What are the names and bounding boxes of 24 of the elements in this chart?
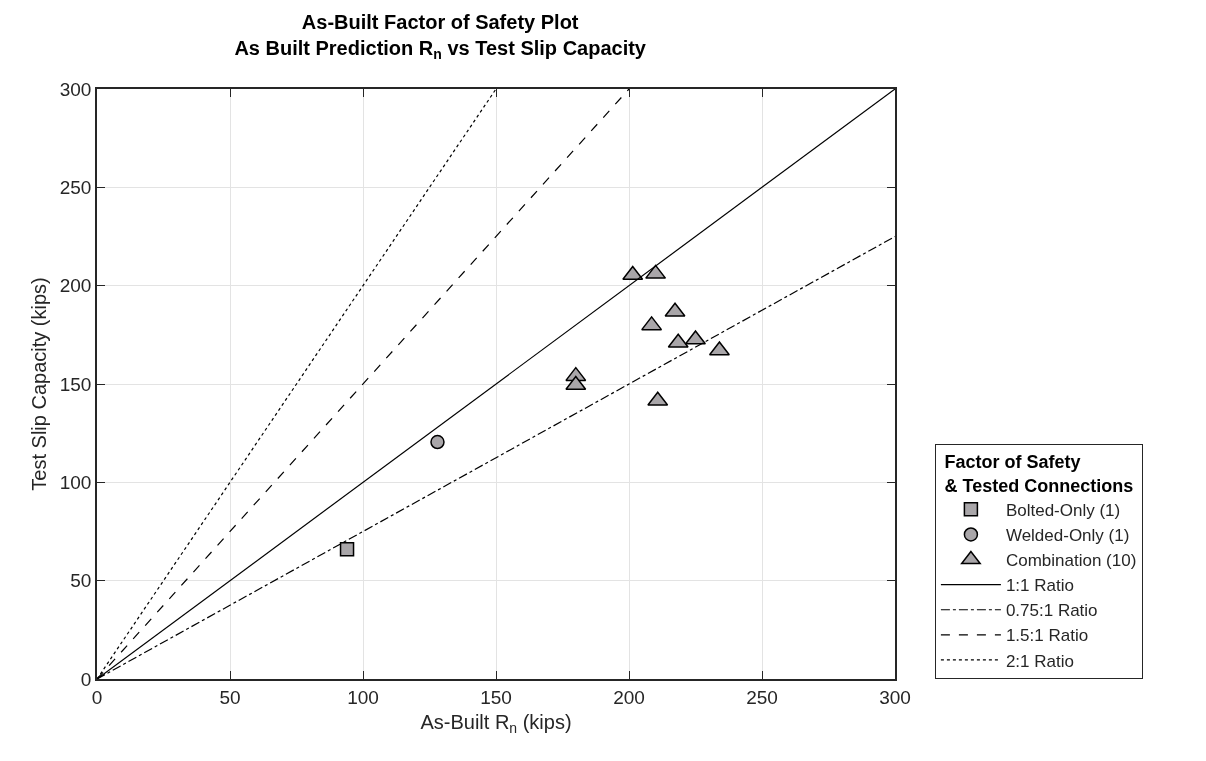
x-axis-title: As-Built R$_{n}$ (kips) <box>420 710 572 736</box>
y-tick-label: 150 <box>59 373 92 395</box>
x-tick-label: 200 <box>613 686 645 708</box>
x-tick-label: 250 <box>746 686 778 708</box>
legend-label: 1:1 Ratio <box>1005 576 1074 596</box>
legend-title: Factor of Safety & Tested Connections <box>944 452 1134 496</box>
x-tick-label: 50 <box>219 686 241 708</box>
legend-label: Combination (10) <box>1005 551 1137 571</box>
chart-title: As-Built Factor of Safety Plot As Built Prediction R$_{n}$ vs Test Slip Capacity <box>234 10 647 63</box>
y-tick-label: 100 <box>59 471 92 493</box>
x-tick-label: 150 <box>480 686 512 708</box>
y-tick-label: 50 <box>70 570 92 592</box>
legend-label: Bolted-Only (1) <box>1005 500 1121 520</box>
legend-label: 2:1 Ratio <box>1005 651 1074 671</box>
y-tick-label: 0 <box>80 668 92 690</box>
y-tick-label: 300 <box>59 78 92 100</box>
legend-label: 0.75:1 Ratio <box>1005 601 1098 621</box>
y-tick-label: 200 <box>59 275 92 297</box>
y-axis-title: Test Slip Capacity (kips) <box>27 277 50 491</box>
x-tick-label: 300 <box>879 686 911 708</box>
legend-label: 1.5:1 Ratio <box>1005 626 1089 646</box>
y-tick-label: 250 <box>59 176 92 198</box>
x-tick-label: 100 <box>347 686 379 708</box>
legend-label: Welded-Only (1) <box>1005 526 1130 546</box>
